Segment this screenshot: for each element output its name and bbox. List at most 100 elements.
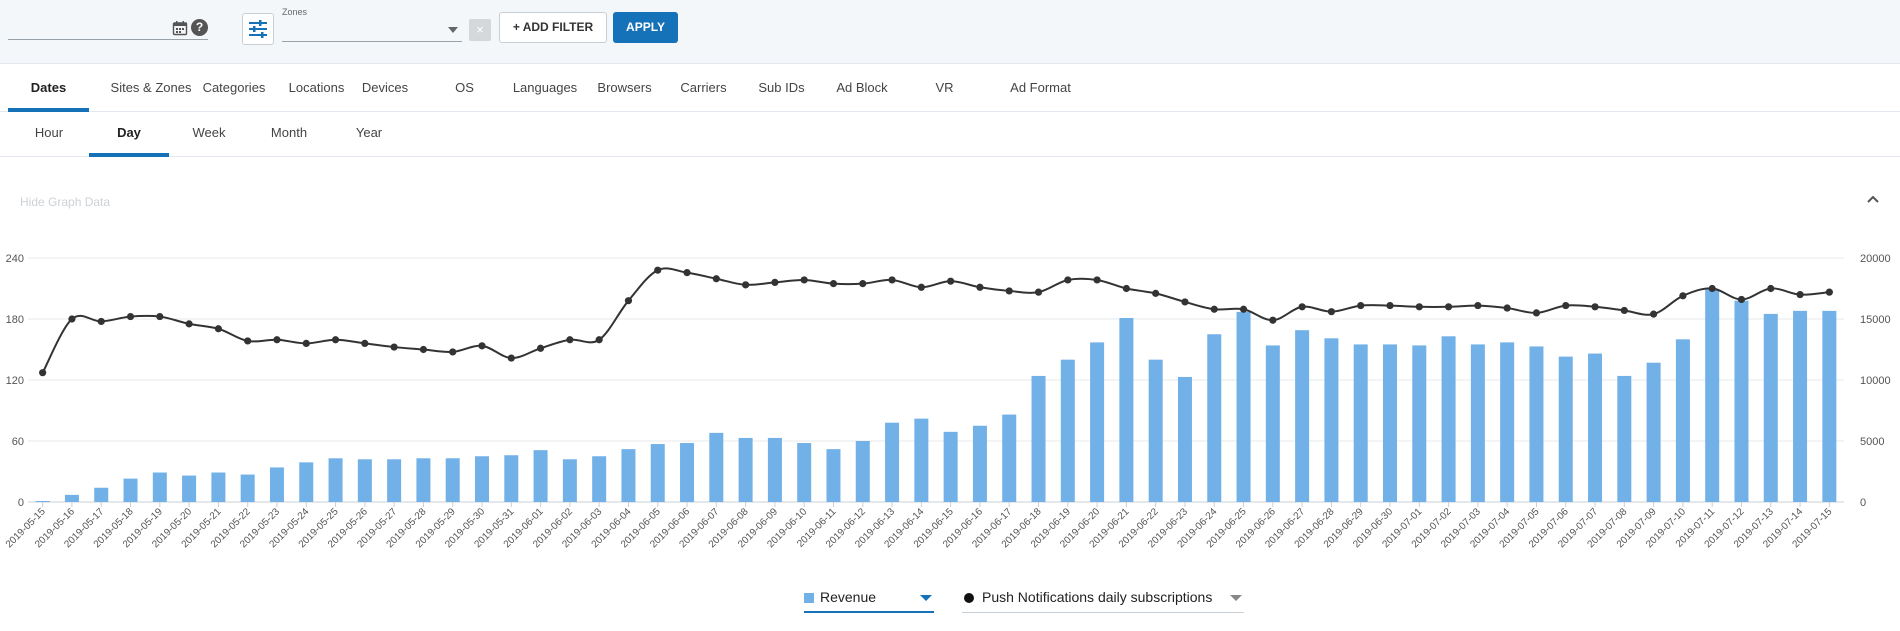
revenue-bar [767, 437, 782, 502]
tab-devices[interactable]: Devices [361, 80, 409, 95]
tab-month[interactable]: Month [270, 125, 308, 140]
hide-graph-data-toggle[interactable]: Hide Graph Data [20, 195, 111, 209]
help-icon[interactable]: ? [191, 19, 208, 36]
tab-browsers[interactable]: Browsers [597, 80, 652, 95]
push-subscriptions-point [800, 276, 808, 284]
push-subscriptions-point [771, 278, 779, 286]
tab-carriers[interactable]: Carriers [680, 80, 727, 95]
dimension-tabs: Dates Sites & Zones Categories Locations Dev… [0, 64, 1900, 112]
push-subscriptions-point [1152, 289, 1160, 297]
push-subscriptions-point [1767, 284, 1775, 293]
push-subscriptions-point [1034, 288, 1043, 296]
y-left-tick-label: 180 [6, 314, 24, 326]
y-left-tick-label: 240 [6, 253, 24, 265]
y-right-tick-label: 20000 [1860, 253, 1891, 265]
push-subscriptions-point [185, 320, 193, 328]
push-subscriptions-point [331, 336, 340, 344]
revenue-bar [1705, 289, 1720, 502]
revenue-bar [416, 458, 431, 502]
legend-push-marker [964, 593, 974, 603]
revenue-bar [240, 474, 255, 502]
revenue-bar [1675, 339, 1690, 502]
push-subscriptions-point [1591, 303, 1599, 311]
push-subscriptions-point [68, 315, 76, 323]
push-subscriptions-point [1444, 303, 1453, 311]
add-filter-button[interactable]: + ADD FILTER [499, 12, 607, 43]
revenue-bar [709, 432, 724, 502]
tab-vr[interactable]: VR [935, 80, 954, 95]
tab-ad-block[interactable]: Ad Block [836, 80, 888, 95]
push-subscriptions-point [214, 325, 222, 333]
y-right-tick-label: 10000 [1860, 375, 1891, 387]
push-subscriptions-point [566, 336, 574, 344]
zones-clear-button[interactable]: × [469, 19, 491, 41]
push-subscriptions-point [1005, 287, 1013, 295]
revenue-bar [475, 456, 489, 502]
revenue-bar [1119, 317, 1134, 502]
tab-dates[interactable]: Dates [8, 64, 89, 112]
push-subscriptions-point [1708, 284, 1716, 293]
calendar-icon[interactable] [172, 20, 188, 36]
zones-label: Zones [282, 7, 308, 17]
push-subscriptions-point [1679, 292, 1687, 300]
tab-sub-ids[interactable]: Sub IDs [758, 80, 805, 95]
revenue-bar [826, 449, 841, 502]
revenue-subscriptions-chart: 060120180240050001000015000200002019-05-… [4, 253, 1891, 550]
tab-categories[interactable]: Categories [202, 80, 266, 95]
revenue-bar [1558, 356, 1573, 502]
revenue-bar [855, 441, 870, 502]
legend-push-label: Push Notifications daily subscriptions [982, 589, 1213, 605]
revenue-bar [797, 443, 812, 502]
push-subscriptions-point [1298, 303, 1306, 311]
push-subscriptions-point [302, 339, 310, 347]
tab-week[interactable]: Week [192, 125, 226, 140]
y-right-tick-label: 0 [1860, 497, 1866, 509]
legend-revenue-swatch [804, 593, 814, 603]
tab-hour[interactable]: Hour [34, 125, 64, 140]
revenue-bar [738, 437, 753, 502]
revenue-bar [1295, 330, 1310, 502]
push-subscriptions-point [273, 336, 281, 344]
tab-day[interactable]: Day [89, 112, 169, 157]
tab-languages[interactable]: Languages [512, 80, 578, 95]
push-subscriptions-point [595, 336, 603, 344]
push-subscriptions-point [976, 283, 984, 291]
revenue-bar [211, 472, 226, 502]
date-range-field[interactable]: ? [8, 14, 208, 40]
tab-year[interactable]: Year [355, 125, 383, 140]
revenue-bar [650, 444, 665, 502]
filter-settings-button[interactable] [242, 13, 274, 45]
push-subscriptions-point [507, 354, 515, 362]
revenue-bar [1822, 310, 1837, 502]
revenue-bar [1236, 311, 1251, 502]
revenue-bar [123, 478, 138, 502]
tab-sites-zones[interactable]: Sites & Zones [110, 80, 192, 95]
tab-ad-format[interactable]: Ad Format [1010, 80, 1071, 95]
revenue-bar [1793, 310, 1808, 502]
revenue-bar [1060, 359, 1075, 502]
revenue-bar [1470, 344, 1485, 502]
revenue-bar [1324, 338, 1339, 502]
legend-push-select[interactable]: Push Notifications daily subscriptions [962, 585, 1244, 613]
revenue-bar [1500, 342, 1515, 502]
tab-locations[interactable]: Locations [288, 80, 345, 95]
zones-select[interactable] [282, 20, 462, 42]
chevron-up-icon[interactable] [1866, 193, 1880, 205]
revenue-bar [1412, 345, 1427, 502]
push-subscriptions-point [156, 312, 164, 321]
push-subscriptions-point [390, 343, 398, 351]
revenue-bar [269, 467, 284, 502]
push-subscriptions-point [478, 342, 486, 350]
revenue-bar [533, 450, 548, 502]
tab-os[interactable]: OS [455, 80, 474, 95]
legend-revenue-select[interactable]: Revenue [804, 585, 934, 613]
revenue-bar [1734, 300, 1749, 502]
push-subscriptions-point [1357, 301, 1365, 310]
push-subscriptions-point [244, 337, 252, 345]
revenue-bar [445, 458, 460, 502]
revenue-bar [1031, 375, 1046, 502]
revenue-bar [94, 487, 109, 502]
apply-button[interactable]: APPLY [613, 12, 678, 43]
revenue-bar [1002, 414, 1017, 502]
push-subscriptions-point [947, 277, 955, 285]
